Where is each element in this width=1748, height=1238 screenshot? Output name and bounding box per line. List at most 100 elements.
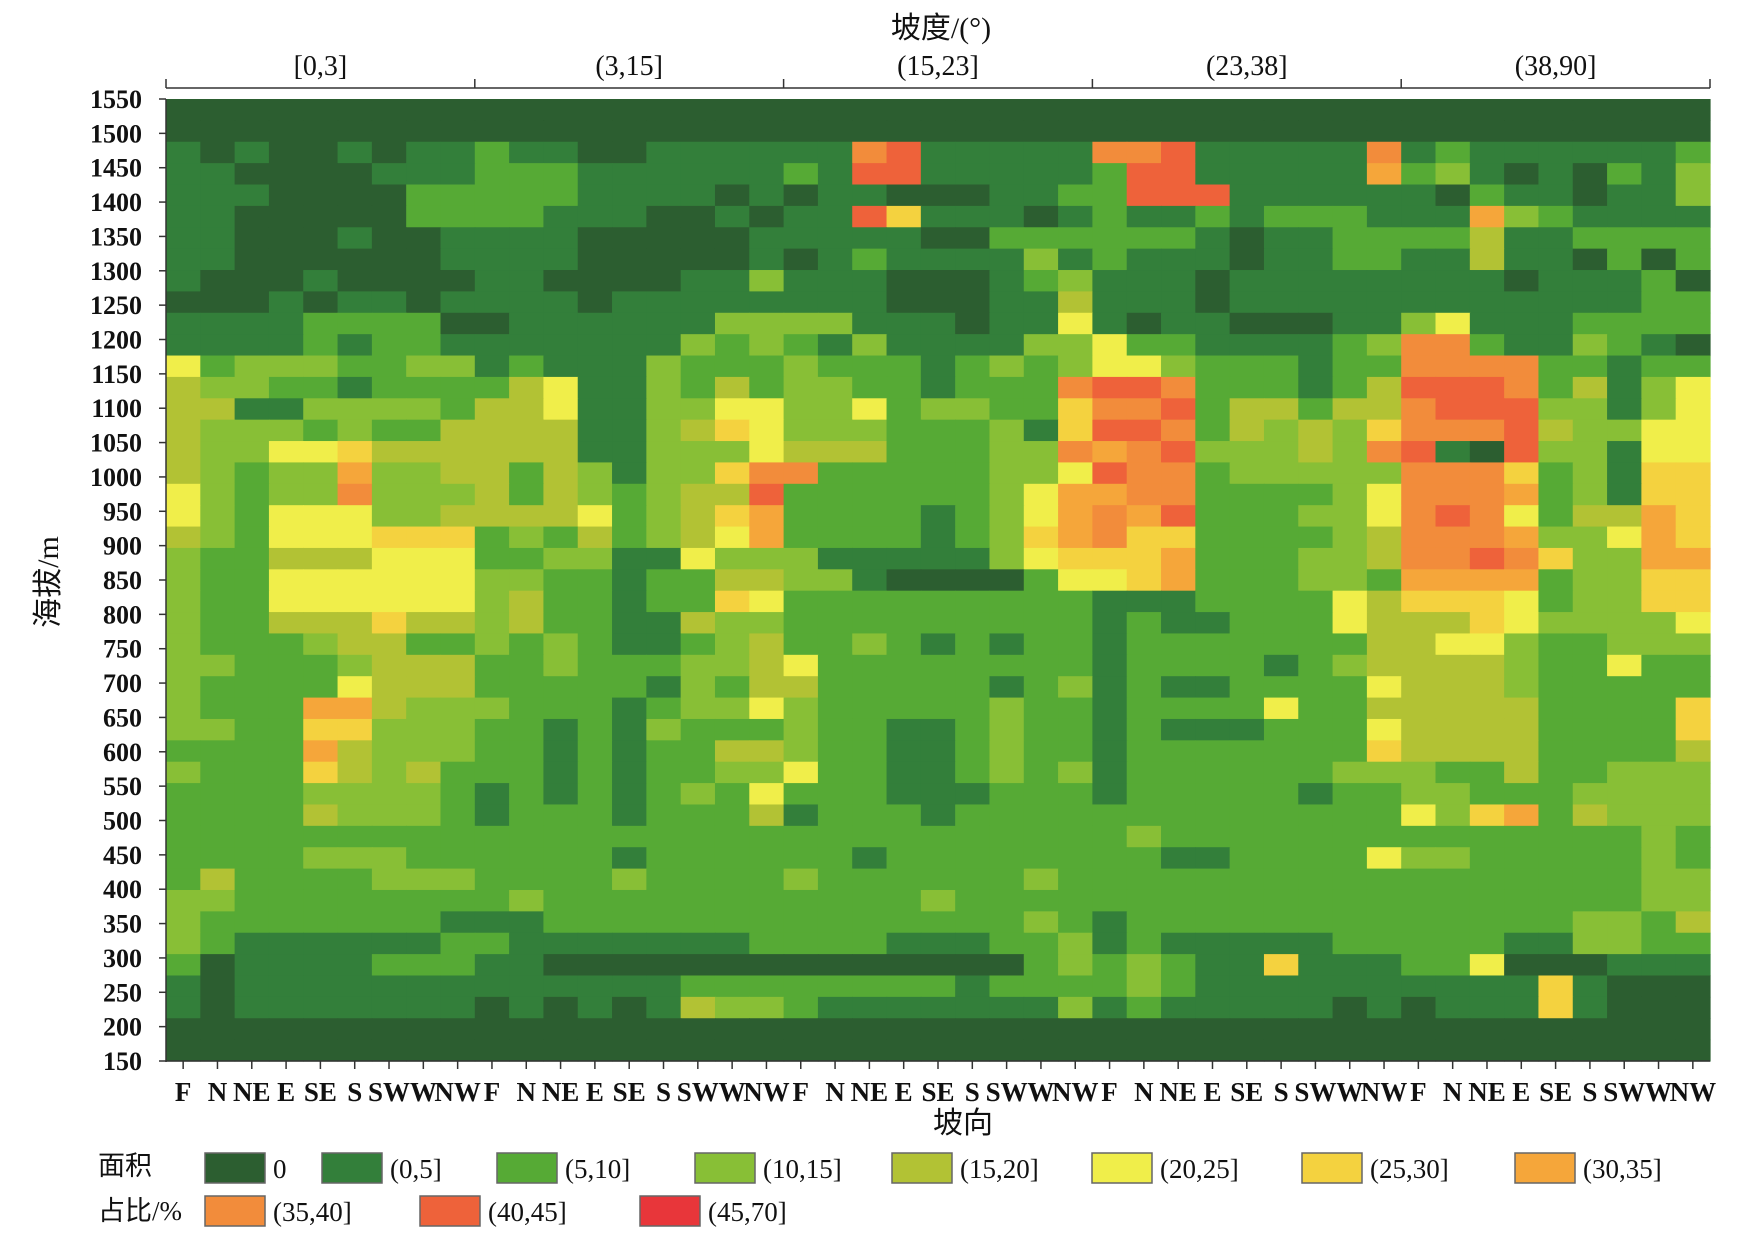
legend-swatch bbox=[1301, 1152, 1363, 1184]
heatmap-cell bbox=[406, 141, 442, 164]
heatmap-cell bbox=[1401, 270, 1437, 292]
heatmap-cell bbox=[852, 825, 888, 848]
heatmap-cell bbox=[1675, 718, 1711, 741]
heatmap-cell bbox=[680, 569, 716, 592]
heatmap-cell bbox=[1641, 868, 1677, 891]
heatmap-cell bbox=[371, 462, 407, 485]
heatmap-cell bbox=[612, 954, 647, 977]
heatmap-cell bbox=[1538, 526, 1574, 549]
heatmap-cell bbox=[474, 355, 510, 378]
heatmap-cell bbox=[714, 911, 750, 934]
heatmap-cell bbox=[920, 141, 956, 164]
heatmap-cell bbox=[783, 932, 819, 955]
heatmap-cell bbox=[989, 99, 1025, 121]
heatmap-cell bbox=[680, 889, 716, 912]
x-tick-label: NW bbox=[1670, 1077, 1717, 1107]
heatmap-cell bbox=[1401, 975, 1437, 998]
heatmap-cell bbox=[989, 1039, 1025, 1062]
heatmap-cell bbox=[303, 205, 339, 228]
heatmap-cell bbox=[1504, 141, 1540, 164]
heatmap-cell bbox=[440, 141, 476, 164]
heatmap-cell bbox=[268, 205, 304, 228]
heatmap-cell bbox=[1298, 120, 1334, 143]
heatmap-cell bbox=[886, 697, 922, 720]
heatmap-cell bbox=[200, 141, 236, 164]
heatmap-cell bbox=[886, 376, 922, 399]
heatmap-cell bbox=[920, 954, 956, 977]
heatmap-cell bbox=[371, 740, 407, 763]
heatmap-cell bbox=[1641, 99, 1677, 121]
heatmap-cell bbox=[371, 932, 407, 955]
heatmap-cell bbox=[1263, 740, 1299, 763]
heatmap-cell bbox=[1298, 996, 1334, 1019]
heatmap-cell bbox=[1126, 783, 1162, 806]
heatmap-cell bbox=[852, 804, 888, 827]
x-tick-label: SW bbox=[1294, 1077, 1336, 1107]
heatmap-cell bbox=[1092, 911, 1128, 934]
heatmap-cell bbox=[1538, 163, 1574, 186]
heatmap-cell bbox=[714, 804, 750, 827]
heatmap-cell bbox=[303, 868, 339, 891]
heatmap-cell bbox=[1538, 227, 1574, 250]
heatmap-cell bbox=[1675, 505, 1711, 528]
heatmap-cell bbox=[1401, 740, 1437, 763]
heatmap-cell bbox=[1195, 291, 1231, 314]
heatmap-cell bbox=[577, 633, 613, 656]
heatmap-cell bbox=[1332, 569, 1368, 592]
heatmap-cell bbox=[440, 355, 476, 378]
heatmap-cell bbox=[612, 761, 647, 784]
heatmap-cell bbox=[1469, 847, 1505, 870]
heatmap-cell bbox=[303, 718, 339, 741]
heatmap-cell bbox=[1263, 398, 1299, 421]
heatmap-cell bbox=[371, 654, 407, 677]
heatmap-cell bbox=[1675, 783, 1711, 806]
heatmap-cell bbox=[989, 697, 1025, 720]
heatmap-cell bbox=[543, 120, 579, 143]
heatmap-cell bbox=[1641, 355, 1677, 378]
y-tick-label: 450 bbox=[103, 841, 142, 870]
heatmap-cell bbox=[406, 889, 442, 912]
heatmap-cell bbox=[234, 1018, 270, 1041]
heatmap-cell bbox=[406, 633, 442, 656]
y-tick-label: 950 bbox=[103, 497, 142, 526]
heatmap-cell bbox=[1538, 954, 1574, 977]
heatmap-cell bbox=[612, 419, 647, 442]
x-tick-label: NE bbox=[1468, 1077, 1506, 1107]
heatmap-cell bbox=[1504, 547, 1540, 570]
heatmap-cell bbox=[509, 483, 545, 506]
heatmap-cell bbox=[783, 526, 819, 549]
heatmap-cell bbox=[1435, 825, 1471, 848]
heatmap-cell bbox=[200, 954, 236, 977]
heatmap-cell bbox=[474, 676, 510, 699]
heatmap-cell bbox=[440, 975, 476, 998]
heatmap-cell bbox=[1161, 590, 1196, 613]
heatmap-cell bbox=[1229, 547, 1265, 570]
heatmap-cell bbox=[509, 312, 545, 335]
heatmap-cell bbox=[200, 761, 236, 784]
heatmap-cell bbox=[852, 1039, 888, 1062]
heatmap-cell bbox=[166, 99, 201, 121]
heatmap-cell bbox=[1092, 996, 1128, 1019]
heatmap-cell bbox=[371, 291, 407, 314]
heatmap-cell bbox=[1058, 270, 1093, 292]
legend-swatch bbox=[496, 1152, 558, 1184]
heatmap-cell bbox=[440, 676, 476, 699]
heatmap-cell bbox=[1126, 654, 1162, 677]
heatmap-cell bbox=[406, 419, 442, 442]
heatmap-cell bbox=[371, 612, 407, 635]
heatmap-cell bbox=[680, 676, 716, 699]
heatmap-cell bbox=[1366, 547, 1402, 570]
heatmap-cell bbox=[783, 547, 819, 570]
heatmap-cell bbox=[509, 376, 545, 399]
heatmap-cell bbox=[1469, 184, 1505, 207]
heatmap-cell bbox=[1572, 184, 1608, 207]
heatmap-cell bbox=[955, 248, 991, 271]
heatmap-cell bbox=[234, 291, 270, 314]
heatmap-cell bbox=[920, 334, 956, 357]
heatmap-cell bbox=[1572, 783, 1608, 806]
heatmap-cell bbox=[1469, 889, 1505, 912]
heatmap-cell bbox=[1058, 889, 1093, 912]
heatmap-cell bbox=[955, 825, 991, 848]
heatmap-cell bbox=[1229, 783, 1265, 806]
heatmap-cell bbox=[268, 376, 304, 399]
